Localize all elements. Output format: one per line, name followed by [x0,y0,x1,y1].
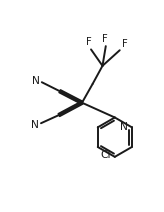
Text: N: N [120,122,128,132]
Text: F: F [122,39,128,49]
Text: N: N [32,76,40,86]
Text: F: F [86,38,92,47]
Text: Cl: Cl [100,150,111,160]
Text: F: F [102,34,108,44]
Text: N: N [31,120,39,130]
